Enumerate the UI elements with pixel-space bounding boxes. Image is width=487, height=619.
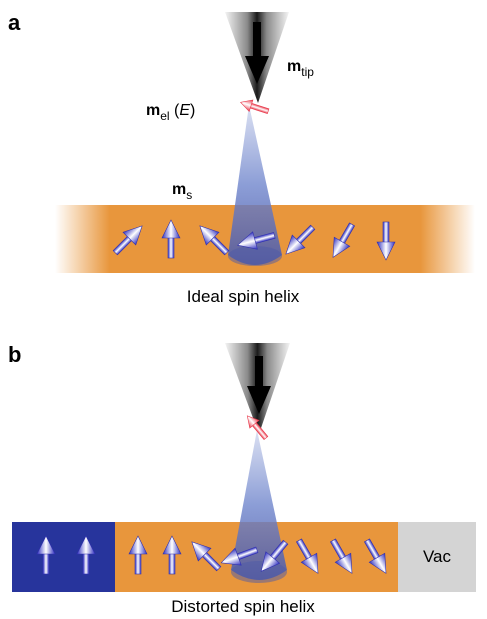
m-el-label: mel (E): [146, 102, 195, 123]
m-tip-label: mtip: [287, 58, 314, 79]
vacuum-label: Vac: [423, 547, 452, 566]
cone-base: [228, 246, 282, 266]
panel-a: a mtip mel (E) ms Ideal spin helix: [8, 10, 475, 306]
tip-magnetization-arrow: [245, 22, 269, 84]
vacuum-region: [398, 522, 476, 592]
panel-b-caption: Distorted spin helix: [171, 597, 315, 616]
electron-cone: [228, 105, 282, 265]
electron-cone-b: [231, 430, 287, 580]
electron-moment-arrow: [238, 96, 271, 118]
tip-magnetization-arrow-b: [247, 356, 271, 414]
panel-a-label: a: [8, 10, 21, 35]
panel-b-label: b: [8, 342, 21, 367]
panel-b: b Vac Distorted spin helix: [8, 342, 476, 616]
ferromagnet-region: [12, 522, 115, 592]
panel-a-caption: Ideal spin helix: [187, 287, 300, 306]
m-s-label: ms: [172, 181, 192, 202]
